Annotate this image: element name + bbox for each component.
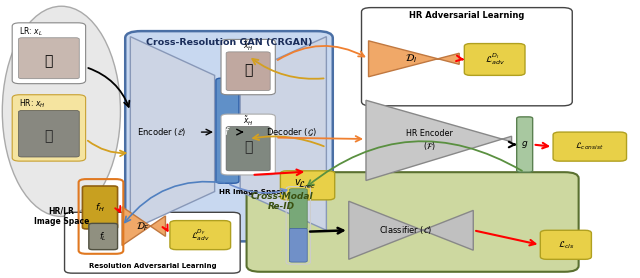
- Text: HR Adversarial Learning: HR Adversarial Learning: [409, 11, 525, 20]
- FancyBboxPatch shape: [289, 189, 307, 229]
- Text: $v$: $v$: [294, 177, 302, 187]
- Text: $\tilde{x}_H$: $\tilde{x}_H$: [243, 40, 253, 53]
- Text: Cross-Modal
Re-ID: Cross-Modal Re-ID: [250, 192, 313, 211]
- Text: 🧍: 🧍: [244, 140, 252, 154]
- Text: $f$: $f$: [224, 125, 231, 137]
- Ellipse shape: [3, 6, 120, 217]
- Polygon shape: [369, 41, 460, 77]
- Ellipse shape: [205, 44, 298, 198]
- FancyBboxPatch shape: [516, 117, 532, 172]
- Polygon shape: [240, 37, 326, 230]
- Text: $\tilde{x}_H$: $\tilde{x}_H$: [243, 115, 253, 128]
- FancyBboxPatch shape: [89, 223, 118, 250]
- FancyBboxPatch shape: [280, 171, 335, 200]
- Text: 🧍: 🧍: [45, 54, 53, 69]
- Text: Encoder ($\mathcal{E}$): Encoder ($\mathcal{E}$): [137, 126, 186, 138]
- Text: HR Image Space: HR Image Space: [218, 188, 285, 195]
- FancyBboxPatch shape: [221, 114, 275, 175]
- Text: 🧍: 🧍: [244, 63, 252, 77]
- Text: $\mathcal{D}_F$: $\mathcal{D}_F$: [136, 220, 149, 233]
- FancyBboxPatch shape: [221, 39, 275, 95]
- Polygon shape: [122, 207, 166, 245]
- FancyBboxPatch shape: [65, 212, 240, 273]
- FancyBboxPatch shape: [226, 126, 270, 171]
- Text: 🧍: 🧍: [45, 129, 53, 143]
- Polygon shape: [366, 100, 511, 180]
- FancyBboxPatch shape: [216, 78, 239, 183]
- Polygon shape: [349, 201, 473, 259]
- Text: LR: $x_L$: LR: $x_L$: [19, 25, 42, 38]
- FancyBboxPatch shape: [83, 186, 118, 229]
- FancyBboxPatch shape: [12, 95, 86, 161]
- Text: $\mathcal{L}_{adv}^{D_I}$: $\mathcal{L}_{adv}^{D_I}$: [484, 51, 505, 68]
- FancyBboxPatch shape: [12, 23, 86, 84]
- FancyBboxPatch shape: [19, 111, 79, 157]
- FancyBboxPatch shape: [553, 132, 627, 161]
- FancyBboxPatch shape: [246, 172, 579, 272]
- FancyBboxPatch shape: [362, 8, 572, 106]
- Text: Cross-Resolution GAN (CRGAN): Cross-Resolution GAN (CRGAN): [146, 38, 312, 47]
- Text: HR Encoder
($\mathcal{F}$): HR Encoder ($\mathcal{F}$): [406, 129, 453, 152]
- Text: $g$: $g$: [521, 139, 529, 150]
- FancyBboxPatch shape: [125, 31, 333, 241]
- Text: $f_L$: $f_L$: [99, 230, 107, 243]
- Text: Decoder ($\mathcal{G}$): Decoder ($\mathcal{G}$): [266, 126, 317, 138]
- Text: HR/LR
Image Space: HR/LR Image Space: [34, 207, 89, 226]
- FancyBboxPatch shape: [465, 44, 525, 75]
- FancyBboxPatch shape: [289, 228, 307, 262]
- FancyBboxPatch shape: [19, 38, 79, 79]
- Text: $f_H$: $f_H$: [95, 201, 105, 214]
- Text: Classifier ($\mathcal{C}$): Classifier ($\mathcal{C}$): [380, 224, 433, 236]
- Text: $\mathcal{D}_I$: $\mathcal{D}_I$: [404, 52, 417, 65]
- Text: $\mathcal{L}_{cls}$: $\mathcal{L}_{cls}$: [557, 239, 574, 250]
- Text: $\mathcal{L}_{consist}$: $\mathcal{L}_{consist}$: [575, 141, 604, 152]
- Text: $\mathcal{L}_{rec}$: $\mathcal{L}_{rec}$: [298, 180, 317, 191]
- FancyBboxPatch shape: [540, 230, 591, 259]
- FancyBboxPatch shape: [226, 52, 270, 91]
- Polygon shape: [131, 37, 214, 230]
- Text: HR: $x_H$: HR: $x_H$: [19, 97, 45, 110]
- FancyBboxPatch shape: [170, 221, 230, 250]
- Text: $\mathcal{L}_{adv}^{D_F}$: $\mathcal{L}_{adv}^{D_F}$: [191, 227, 210, 243]
- Text: Resolution Adversarial Learning: Resolution Adversarial Learning: [88, 263, 216, 269]
